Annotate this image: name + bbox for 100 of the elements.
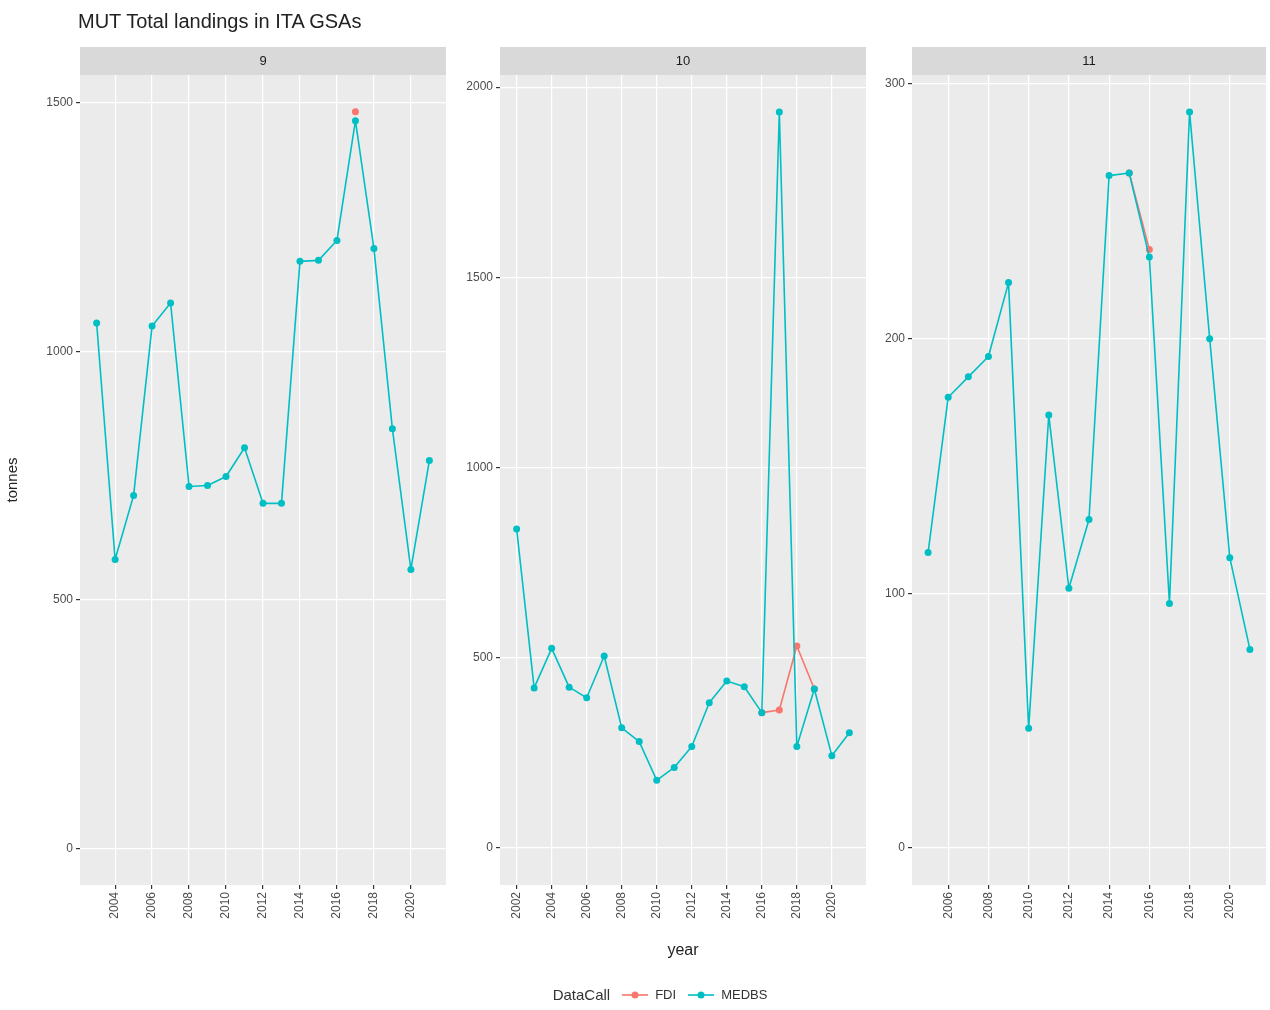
point bbox=[111, 556, 119, 564]
point bbox=[513, 525, 521, 533]
point bbox=[775, 706, 783, 714]
point bbox=[333, 236, 341, 244]
y-tick-label: 2000 bbox=[466, 79, 494, 94]
point bbox=[740, 683, 748, 691]
point bbox=[670, 763, 678, 771]
y-tick-label: 1500 bbox=[46, 95, 74, 110]
y-tick-label: 0 bbox=[898, 840, 906, 855]
x-tick-label: 2010 bbox=[649, 891, 664, 919]
point bbox=[1085, 515, 1093, 523]
chart-subtitle: 9 bbox=[259, 52, 267, 68]
chart-title: MUT Total landings in ITA GSAs bbox=[78, 10, 362, 33]
x-tick-label: 2008 bbox=[614, 891, 629, 919]
point bbox=[1186, 108, 1194, 116]
x-tick-label: 2018 bbox=[1181, 891, 1196, 919]
x-tick-label: 2014 bbox=[719, 891, 734, 919]
y-tick-label: 1000 bbox=[46, 343, 74, 358]
point bbox=[1206, 335, 1214, 343]
y-tick-label: 200 bbox=[884, 330, 906, 345]
point bbox=[944, 393, 952, 401]
y-tick-label: 500 bbox=[472, 650, 494, 665]
x-axis-title: year bbox=[667, 940, 700, 958]
point bbox=[1165, 600, 1173, 608]
point bbox=[167, 299, 175, 307]
point bbox=[351, 117, 359, 125]
point bbox=[314, 256, 322, 264]
point bbox=[241, 444, 249, 452]
point bbox=[130, 491, 138, 499]
x-tick-label: 2006 bbox=[940, 891, 955, 919]
point bbox=[653, 776, 661, 784]
x-tick-label: 2012 bbox=[684, 891, 699, 919]
point bbox=[964, 373, 972, 381]
legend-label: MEDBS bbox=[721, 987, 768, 1002]
point bbox=[259, 499, 267, 507]
point bbox=[924, 549, 932, 557]
point bbox=[296, 257, 304, 265]
point bbox=[565, 683, 573, 691]
point bbox=[425, 457, 433, 465]
legend-title: DataCall bbox=[552, 986, 611, 1003]
x-tick-label: 2016 bbox=[754, 891, 769, 919]
point bbox=[793, 743, 801, 751]
point bbox=[583, 694, 591, 702]
x-tick-label: 2008 bbox=[980, 891, 995, 919]
point bbox=[688, 743, 696, 751]
x-tick-label: 2012 bbox=[255, 891, 270, 919]
x-tick-label: 2016 bbox=[1141, 891, 1156, 919]
point bbox=[148, 322, 156, 330]
point bbox=[1005, 279, 1013, 287]
point bbox=[984, 352, 992, 360]
point bbox=[1065, 584, 1073, 592]
point bbox=[548, 644, 556, 652]
x-tick-label: 2018 bbox=[366, 891, 381, 919]
x-tick-label: 2020 bbox=[824, 891, 839, 919]
point bbox=[635, 738, 643, 746]
point bbox=[204, 481, 212, 489]
point bbox=[370, 244, 378, 252]
x-tick-label: 2014 bbox=[292, 891, 307, 919]
x-tick-label: 2012 bbox=[1061, 891, 1076, 919]
y-tick-label: 500 bbox=[52, 592, 74, 607]
point bbox=[828, 752, 836, 760]
y-tick-label: 100 bbox=[884, 585, 906, 600]
point bbox=[618, 724, 626, 732]
point bbox=[1246, 645, 1254, 653]
point bbox=[222, 473, 230, 481]
x-tick-label: 2004 bbox=[107, 891, 122, 919]
x-tick-label: 2006 bbox=[579, 891, 593, 919]
x-tick-label: 2016 bbox=[329, 891, 344, 919]
chart-subtitle: 10 bbox=[675, 52, 691, 68]
x-tick-label: 2002 bbox=[508, 891, 523, 919]
point bbox=[407, 565, 415, 573]
point bbox=[93, 319, 101, 327]
point bbox=[530, 684, 538, 692]
x-tick-label: 2020 bbox=[403, 891, 418, 919]
x-tick-label: 2018 bbox=[789, 891, 804, 919]
x-tick-label: 2014 bbox=[1101, 891, 1116, 919]
x-tick-label: 2010 bbox=[1020, 891, 1035, 919]
x-tick-label: 2010 bbox=[218, 891, 233, 919]
x-tick-label: 2020 bbox=[1222, 891, 1237, 919]
point bbox=[185, 482, 193, 490]
y-tick-label: 0 bbox=[66, 840, 74, 855]
point bbox=[705, 699, 713, 707]
y-tick-label: 1500 bbox=[466, 269, 494, 284]
point bbox=[600, 652, 608, 660]
point bbox=[1145, 253, 1153, 261]
point bbox=[775, 108, 783, 116]
y-axis-title: tonnes bbox=[3, 457, 21, 503]
point bbox=[845, 729, 853, 737]
point bbox=[1226, 554, 1234, 562]
point bbox=[1025, 724, 1033, 732]
point bbox=[277, 499, 285, 507]
chart-subtitle: 11 bbox=[1082, 52, 1096, 68]
point bbox=[1045, 411, 1053, 419]
y-tick-label: 1000 bbox=[466, 459, 494, 474]
point bbox=[723, 677, 731, 685]
legend-label: FDI bbox=[655, 987, 677, 1002]
x-tick-label: 2004 bbox=[543, 891, 558, 919]
x-tick-label: 2008 bbox=[181, 891, 196, 919]
point bbox=[1105, 172, 1113, 180]
y-tick-label: 300 bbox=[884, 76, 906, 91]
